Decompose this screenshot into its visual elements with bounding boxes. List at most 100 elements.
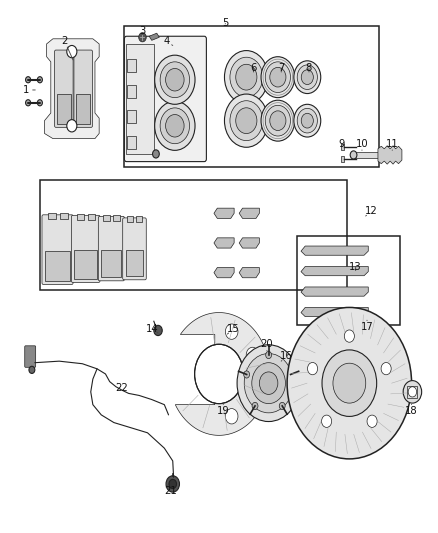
Polygon shape: [214, 208, 234, 219]
Circle shape: [244, 371, 250, 378]
FancyBboxPatch shape: [124, 36, 206, 161]
Circle shape: [301, 70, 313, 85]
Text: 16: 16: [280, 351, 293, 361]
Bar: [57, 94, 71, 124]
Bar: [127, 216, 133, 222]
Circle shape: [166, 68, 184, 91]
Bar: [77, 214, 84, 220]
Circle shape: [246, 385, 259, 401]
Bar: [341, 144, 344, 150]
Circle shape: [301, 114, 313, 128]
Polygon shape: [45, 39, 99, 139]
Bar: [113, 215, 120, 221]
Text: 2: 2: [61, 36, 68, 46]
FancyBboxPatch shape: [98, 216, 124, 281]
Bar: [101, 249, 121, 277]
Circle shape: [266, 351, 272, 359]
Text: 8: 8: [306, 63, 312, 73]
Polygon shape: [239, 208, 259, 219]
Circle shape: [294, 61, 321, 94]
Text: 20: 20: [261, 340, 273, 349]
Text: 9: 9: [339, 139, 345, 149]
FancyBboxPatch shape: [123, 218, 146, 280]
Text: 18: 18: [405, 406, 418, 416]
Circle shape: [230, 57, 263, 97]
Text: 4: 4: [163, 36, 170, 46]
Circle shape: [279, 402, 285, 409]
Circle shape: [333, 363, 366, 403]
Circle shape: [160, 108, 190, 144]
Circle shape: [408, 387, 417, 397]
Circle shape: [252, 402, 258, 409]
Circle shape: [252, 362, 286, 403]
FancyBboxPatch shape: [42, 215, 73, 285]
Circle shape: [403, 381, 422, 403]
Bar: [297, 236, 400, 325]
Text: 22: 22: [115, 383, 128, 393]
Circle shape: [307, 362, 318, 375]
Text: 11: 11: [386, 139, 399, 149]
FancyBboxPatch shape: [71, 215, 100, 282]
FancyBboxPatch shape: [55, 50, 73, 127]
Circle shape: [25, 77, 31, 83]
Circle shape: [287, 308, 412, 459]
Bar: [88, 214, 95, 220]
Circle shape: [270, 67, 286, 87]
Bar: [127, 85, 136, 98]
Circle shape: [321, 415, 332, 427]
Bar: [45, 251, 70, 281]
Text: 7: 7: [278, 63, 284, 73]
Circle shape: [155, 55, 195, 104]
Bar: [353, 152, 378, 158]
Circle shape: [230, 101, 263, 141]
Text: 6: 6: [250, 63, 257, 73]
Text: 12: 12: [365, 206, 378, 216]
Circle shape: [225, 409, 238, 424]
Circle shape: [224, 51, 268, 104]
Polygon shape: [378, 146, 402, 164]
Text: 17: 17: [360, 322, 373, 332]
Bar: [60, 213, 68, 220]
Circle shape: [139, 33, 146, 42]
Text: 13: 13: [350, 262, 362, 271]
Polygon shape: [214, 238, 234, 248]
Circle shape: [236, 108, 257, 134]
Text: 10: 10: [356, 139, 368, 149]
Bar: [127, 110, 136, 123]
Text: 5: 5: [222, 19, 229, 28]
Text: 15: 15: [227, 324, 240, 334]
Circle shape: [160, 62, 190, 98]
Circle shape: [288, 371, 293, 378]
Bar: [48, 213, 56, 220]
Text: 21: 21: [165, 486, 177, 496]
Bar: [77, 94, 90, 124]
Circle shape: [37, 77, 42, 83]
Polygon shape: [214, 268, 234, 278]
Circle shape: [322, 350, 377, 416]
Circle shape: [67, 45, 77, 58]
Polygon shape: [301, 287, 368, 296]
Circle shape: [29, 366, 35, 374]
Circle shape: [259, 372, 278, 394]
Bar: [124, 26, 379, 167]
Polygon shape: [301, 308, 368, 317]
Text: 3: 3: [139, 26, 145, 36]
Bar: [127, 44, 154, 154]
Polygon shape: [175, 312, 269, 435]
Bar: [407, 386, 417, 398]
Circle shape: [155, 101, 195, 150]
Circle shape: [224, 94, 268, 147]
Circle shape: [244, 353, 293, 413]
Circle shape: [350, 151, 357, 159]
Circle shape: [381, 362, 391, 375]
Circle shape: [344, 330, 354, 342]
Circle shape: [194, 344, 244, 403]
Circle shape: [154, 325, 162, 336]
Circle shape: [367, 415, 377, 427]
Circle shape: [169, 479, 177, 489]
Circle shape: [236, 64, 257, 90]
Bar: [127, 59, 136, 72]
Circle shape: [294, 104, 321, 137]
Bar: [74, 250, 97, 279]
Circle shape: [225, 324, 238, 340]
